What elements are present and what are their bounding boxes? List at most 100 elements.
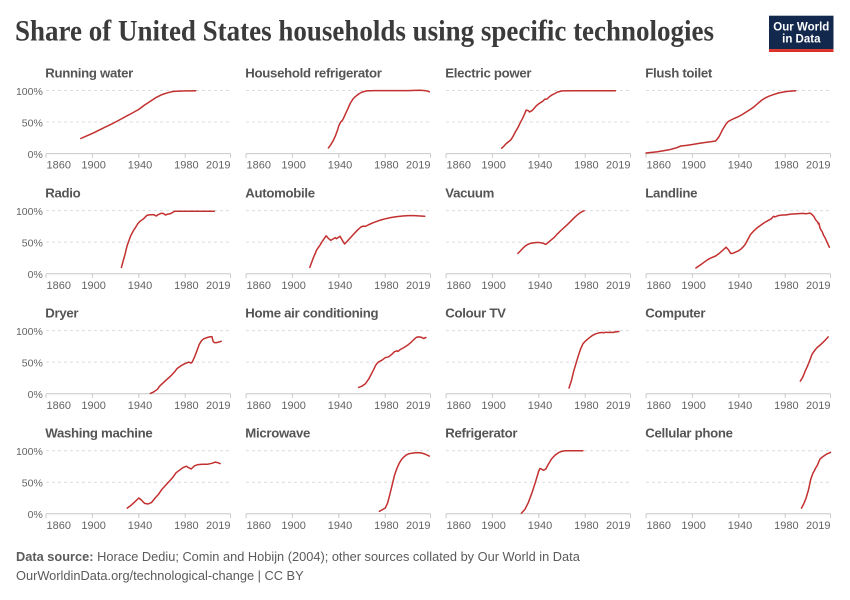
svg-text:Colour TV: Colour TV: [445, 305, 506, 320]
svg-text:1940: 1940: [528, 400, 552, 412]
svg-text:1980: 1980: [774, 160, 798, 172]
svg-text:1940: 1940: [528, 520, 552, 532]
svg-text:1900: 1900: [681, 280, 705, 292]
svg-text:1900: 1900: [681, 520, 705, 532]
svg-text:1940: 1940: [128, 280, 152, 292]
svg-text:Share of United States househo: Share of United States households using …: [15, 15, 714, 48]
svg-text:1980: 1980: [774, 520, 798, 532]
svg-text:2019: 2019: [406, 160, 430, 172]
svg-text:2019: 2019: [806, 280, 830, 292]
svg-text:1980: 1980: [774, 400, 798, 412]
svg-text:0%: 0%: [28, 509, 43, 521]
svg-text:2019: 2019: [606, 400, 630, 412]
svg-text:1940: 1940: [728, 280, 752, 292]
svg-text:1940: 1940: [328, 520, 352, 532]
svg-text:0%: 0%: [28, 269, 43, 281]
svg-text:1980: 1980: [174, 160, 198, 172]
svg-text:1860: 1860: [447, 520, 471, 532]
svg-text:1900: 1900: [81, 400, 105, 412]
svg-text:2019: 2019: [806, 520, 830, 532]
svg-text:1980: 1980: [374, 520, 398, 532]
svg-text:1860: 1860: [47, 520, 71, 532]
svg-text:OurWorldinData.org/technologic: OurWorldinData.org/technological-change …: [16, 568, 304, 583]
svg-text:1900: 1900: [481, 520, 505, 532]
svg-text:1980: 1980: [174, 400, 198, 412]
svg-text:Refrigerator: Refrigerator: [445, 426, 517, 441]
svg-text:1940: 1940: [128, 520, 152, 532]
svg-text:2019: 2019: [206, 160, 230, 172]
svg-text:Flush toilet: Flush toilet: [645, 65, 713, 80]
svg-text:Electric power: Electric power: [445, 65, 531, 80]
svg-text:Our World: Our World: [773, 22, 829, 34]
svg-text:1940: 1940: [728, 160, 752, 172]
svg-text:2019: 2019: [206, 520, 230, 532]
svg-text:2019: 2019: [606, 280, 630, 292]
svg-text:Landline: Landline: [645, 185, 697, 200]
svg-text:1980: 1980: [574, 160, 598, 172]
svg-text:1980: 1980: [174, 520, 198, 532]
svg-text:1940: 1940: [728, 400, 752, 412]
svg-text:1860: 1860: [447, 280, 471, 292]
svg-text:50%: 50%: [22, 117, 43, 129]
svg-text:1900: 1900: [681, 400, 705, 412]
svg-text:1980: 1980: [174, 280, 198, 292]
svg-text:1900: 1900: [481, 280, 505, 292]
svg-text:1940: 1940: [328, 280, 352, 292]
svg-text:Washing machine: Washing machine: [45, 426, 152, 441]
svg-text:1900: 1900: [81, 160, 105, 172]
svg-text:1900: 1900: [81, 520, 105, 532]
svg-text:2019: 2019: [806, 400, 830, 412]
svg-text:1980: 1980: [574, 520, 598, 532]
svg-text:1900: 1900: [481, 160, 505, 172]
svg-text:2019: 2019: [806, 160, 830, 172]
svg-text:Data source: Horace Dediu; Com: Data source: Horace Dediu; Comin and Hob…: [16, 549, 581, 564]
svg-text:1980: 1980: [374, 160, 398, 172]
svg-text:1860: 1860: [647, 160, 671, 172]
svg-text:2019: 2019: [606, 160, 630, 172]
svg-text:1940: 1940: [328, 400, 352, 412]
svg-text:1940: 1940: [128, 400, 152, 412]
svg-text:2019: 2019: [206, 280, 230, 292]
svg-text:Cellular phone: Cellular phone: [645, 426, 732, 441]
svg-text:1860: 1860: [647, 280, 671, 292]
svg-text:Radio: Radio: [45, 185, 80, 200]
svg-text:1860: 1860: [247, 280, 271, 292]
svg-text:2019: 2019: [406, 400, 430, 412]
svg-text:2019: 2019: [606, 520, 630, 532]
svg-text:1900: 1900: [81, 280, 105, 292]
svg-text:1940: 1940: [328, 160, 352, 172]
svg-text:1860: 1860: [647, 520, 671, 532]
svg-text:1860: 1860: [47, 160, 71, 172]
svg-text:1980: 1980: [374, 280, 398, 292]
svg-text:Microwave: Microwave: [245, 426, 310, 441]
svg-text:1860: 1860: [47, 400, 71, 412]
svg-text:1860: 1860: [247, 520, 271, 532]
svg-text:Computer: Computer: [645, 305, 705, 320]
svg-text:1860: 1860: [447, 400, 471, 412]
svg-text:1980: 1980: [774, 280, 798, 292]
svg-text:100%: 100%: [16, 326, 43, 338]
svg-text:1900: 1900: [481, 400, 505, 412]
svg-text:1980: 1980: [574, 400, 598, 412]
svg-text:Automobile: Automobile: [245, 185, 315, 200]
svg-text:1940: 1940: [128, 160, 152, 172]
svg-text:100%: 100%: [16, 86, 43, 98]
svg-text:Household refrigerator: Household refrigerator: [245, 65, 381, 80]
svg-text:1900: 1900: [281, 400, 305, 412]
svg-text:50%: 50%: [22, 237, 43, 249]
svg-text:Home air conditioning: Home air conditioning: [245, 305, 378, 320]
svg-text:1980: 1980: [574, 280, 598, 292]
svg-text:1940: 1940: [528, 160, 552, 172]
svg-text:50%: 50%: [22, 357, 43, 369]
svg-text:1940: 1940: [728, 520, 752, 532]
svg-text:2019: 2019: [206, 400, 230, 412]
svg-text:1900: 1900: [681, 160, 705, 172]
svg-text:1980: 1980: [374, 400, 398, 412]
svg-text:Vacuum: Vacuum: [445, 185, 494, 200]
svg-text:2019: 2019: [406, 520, 430, 532]
svg-text:50%: 50%: [22, 478, 43, 490]
svg-text:0%: 0%: [28, 389, 43, 401]
svg-text:in Data: in Data: [782, 34, 821, 46]
svg-text:100%: 100%: [16, 206, 43, 218]
svg-text:1860: 1860: [247, 400, 271, 412]
